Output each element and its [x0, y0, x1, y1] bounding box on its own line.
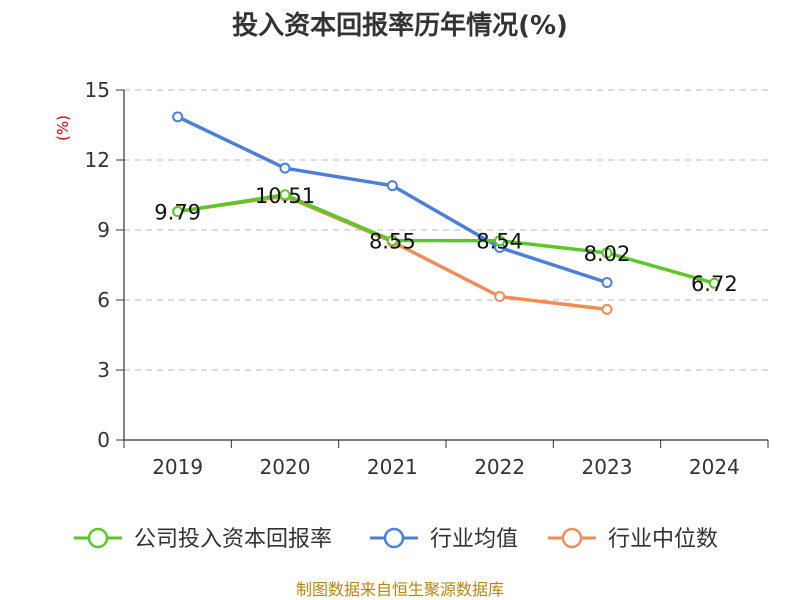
- y-axis-label: (%): [54, 115, 72, 141]
- chart-title: 投入资本回报率历年情况(%): [232, 10, 568, 41]
- legend: 公司投入资本回报率 行业均值 行业中位数: [74, 527, 718, 552]
- data-label: 8.02: [584, 242, 631, 266]
- data-point: [172, 111, 184, 123]
- legend-marker-0: [87, 527, 109, 549]
- legend-marker-2: [561, 527, 583, 549]
- x-tick-label: 2023: [582, 455, 633, 479]
- data-point: [386, 180, 398, 192]
- data-label: 8.55: [369, 230, 416, 254]
- data-label: 6.72: [691, 272, 738, 296]
- data-point: [494, 291, 506, 302]
- data-point: [386, 235, 398, 246]
- x-tick-label: 2022: [474, 455, 525, 479]
- series-line-0: [175, 193, 717, 285]
- x-tick-label: 2024: [689, 455, 740, 479]
- source-note: 制图数据来自恒生聚源数据库: [296, 580, 504, 599]
- y-tick-label: 9: [97, 218, 110, 242]
- data-point: [601, 247, 613, 259]
- y-tick-label: 15: [85, 78, 110, 102]
- data-point: [708, 277, 720, 289]
- series-line-1: [175, 115, 609, 285]
- y-tick-label: 3: [97, 358, 110, 382]
- data-label: 9.79: [154, 201, 201, 225]
- legend-label-2: 行业中位数: [608, 527, 718, 552]
- data-labels: 9.79 10.51 8.55 8.54 8.02 6.72: [154, 184, 737, 296]
- data-point: [494, 235, 506, 247]
- data-point: [279, 189, 291, 201]
- legend-label-1: 行业均值: [430, 527, 518, 552]
- data-point: [172, 206, 184, 218]
- grid: [124, 89, 768, 371]
- data-label: 10.51: [255, 184, 315, 208]
- axes: 0 3 6 9 12 15 2019 2020 2021 2022 2023 2024: [85, 78, 769, 479]
- legend-label-0: 公司投入资本回报率: [134, 527, 332, 552]
- y-tick-label: 12: [85, 148, 110, 172]
- x-tick-label: 2019: [152, 455, 203, 479]
- legend-marker-1: [383, 527, 405, 549]
- y-tick-label: 0: [97, 428, 110, 452]
- data-label: 8.54: [476, 230, 523, 254]
- data-point: [601, 277, 613, 288]
- x-tick-label: 2020: [260, 455, 311, 479]
- data-point: [279, 162, 291, 174]
- data-point: [601, 303, 613, 315]
- x-tick-label: 2021: [367, 455, 418, 479]
- series-lines: [172, 111, 720, 315]
- y-tick-label: 6: [97, 288, 110, 312]
